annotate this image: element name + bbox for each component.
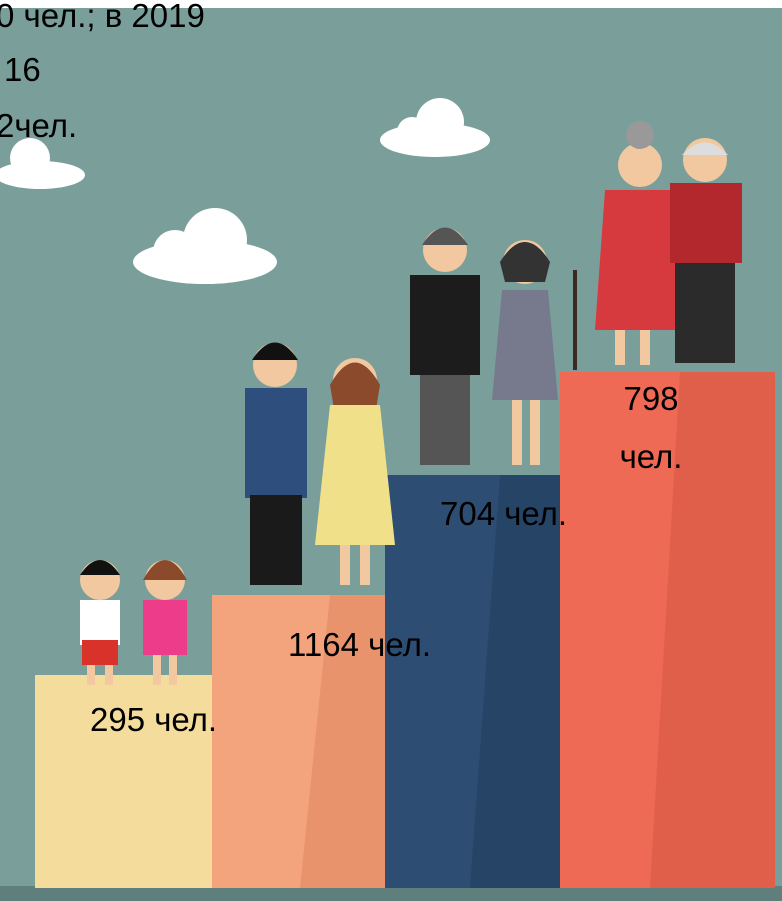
value-label: 704 чел. [440, 494, 567, 534]
header-line: 2чел. [0, 106, 77, 146]
header-line: 16 [4, 50, 41, 90]
value-label: 798 чел. [606, 370, 696, 486]
page: Infographic {"header": {"lines": ["0 чел… [0, 0, 782, 901]
ground [0, 886, 782, 901]
value-label: 295 чел. [90, 700, 217, 740]
header-line: 0 чел.; в 2019 [0, 0, 205, 36]
slide: 0 чел.; в 2019 16 2чел. 295 чел. 1164 че… [0, 0, 782, 901]
value-label: 1164 чел. [288, 625, 431, 665]
